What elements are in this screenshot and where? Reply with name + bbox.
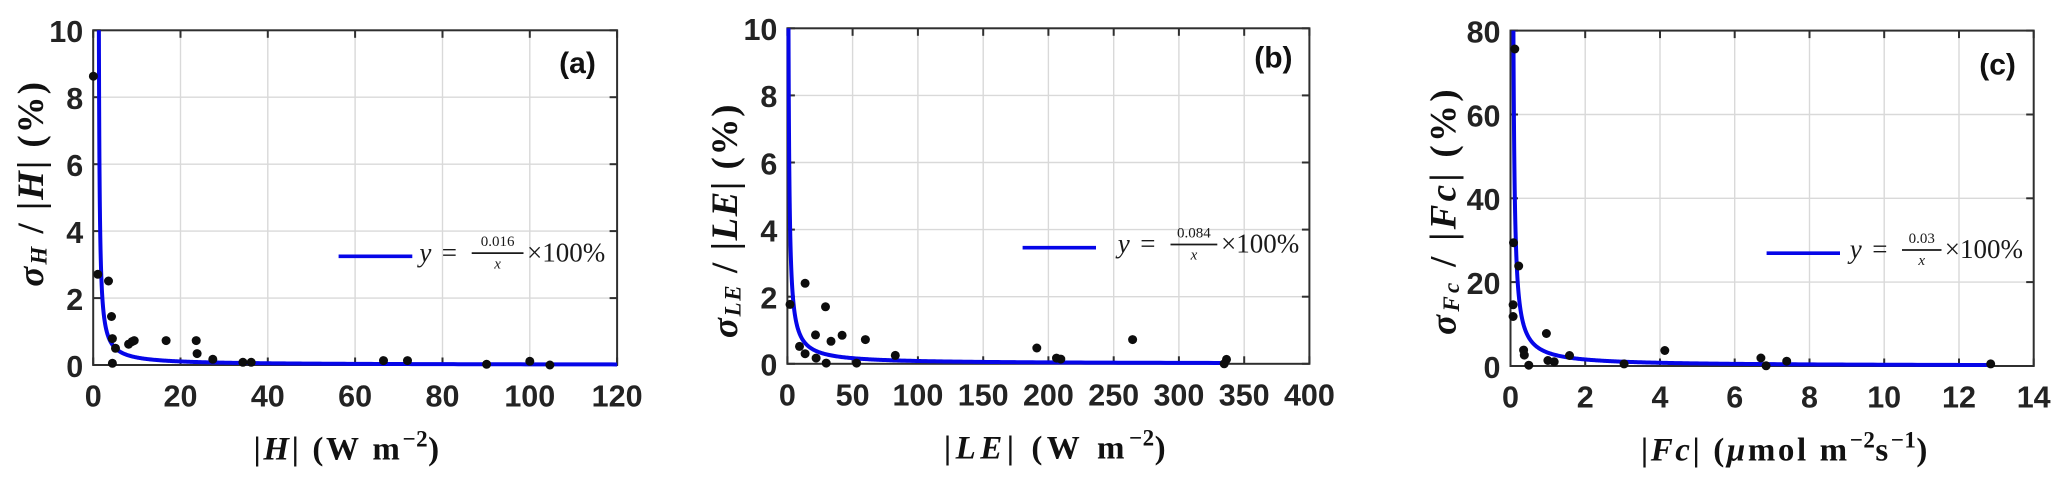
svg-text:6: 6: [760, 147, 777, 181]
svg-text:4: 4: [66, 216, 83, 250]
svg-text:x: x: [493, 256, 501, 272]
svg-text:|H| (W m−2): |H| (W m−2): [253, 427, 441, 468]
svg-text:100: 100: [892, 378, 943, 412]
svg-text:|LE| (W m−2): |LE| (W m−2): [944, 425, 1170, 466]
svg-text:y: y: [1115, 229, 1130, 259]
svg-text:60: 60: [1467, 99, 1501, 133]
svg-text:x: x: [1190, 248, 1198, 264]
svg-text:(b): (b): [1254, 42, 1292, 75]
svg-text:4: 4: [760, 214, 777, 248]
svg-text:×100%: ×100%: [1221, 229, 1299, 259]
svg-text:σLE / |LE| (%): σLE / |LE| (%): [705, 103, 746, 338]
svg-text:8: 8: [1801, 381, 1818, 415]
svg-text:200: 200: [1023, 378, 1074, 412]
svg-text:8: 8: [760, 80, 777, 114]
svg-text:100: 100: [504, 380, 555, 414]
svg-text:250: 250: [1088, 378, 1139, 412]
svg-text:x: x: [1917, 253, 1925, 269]
svg-text:50: 50: [836, 378, 870, 412]
svg-text:σFc / |Fc| (%): σFc / |Fc| (%): [1424, 86, 1465, 335]
svg-text:10: 10: [743, 13, 777, 47]
svg-text:σH / |H| (%): σH / |H| (%): [11, 80, 52, 287]
svg-text:0: 0: [66, 350, 83, 384]
svg-text:0: 0: [85, 380, 102, 414]
svg-text:0: 0: [779, 378, 796, 412]
svg-text:8: 8: [66, 82, 83, 116]
svg-text:2: 2: [760, 282, 777, 316]
svg-text:2: 2: [66, 283, 83, 317]
svg-text:120: 120: [592, 380, 643, 414]
svg-text:y: y: [1847, 234, 1862, 264]
svg-text:40: 40: [251, 380, 285, 414]
svg-text:80: 80: [426, 380, 460, 414]
svg-text:20: 20: [164, 380, 198, 414]
svg-text:×100%: ×100%: [527, 237, 605, 267]
svg-text:=: =: [442, 237, 457, 267]
svg-text:=: =: [1140, 229, 1155, 259]
svg-text:6: 6: [1726, 381, 1743, 415]
svg-text:80: 80: [1467, 15, 1501, 49]
svg-text:y: y: [416, 237, 431, 267]
svg-text:150: 150: [958, 378, 1009, 412]
svg-text:2: 2: [1577, 381, 1594, 415]
svg-text:350: 350: [1219, 378, 1270, 412]
svg-text:300: 300: [1153, 378, 1204, 412]
svg-text:40: 40: [1467, 183, 1501, 217]
svg-text:0: 0: [1502, 381, 1519, 415]
svg-text:400: 400: [1284, 378, 1335, 412]
svg-text:0.03: 0.03: [1909, 231, 1935, 247]
svg-text:(a): (a): [559, 47, 596, 80]
svg-text:20: 20: [1467, 267, 1501, 301]
svg-text:|Fc| (μmol m−2s−1): |Fc| (μmol m−2s−1): [1641, 428, 1930, 469]
svg-text:0: 0: [1484, 351, 1501, 385]
svg-text:(c): (c): [1979, 49, 2016, 82]
svg-text:10: 10: [1867, 381, 1901, 415]
svg-text:4: 4: [1652, 381, 1669, 415]
svg-text:6: 6: [66, 149, 83, 183]
svg-text:0: 0: [760, 349, 777, 383]
svg-text:×100%: ×100%: [1945, 234, 2023, 264]
svg-text:14: 14: [2017, 381, 2051, 415]
svg-text:=: =: [1872, 234, 1887, 264]
svg-text:0.084: 0.084: [1177, 226, 1211, 242]
svg-text:10: 10: [49, 15, 83, 49]
svg-text:12: 12: [1942, 381, 1976, 415]
svg-text:0.016: 0.016: [481, 234, 515, 250]
svg-text:60: 60: [338, 380, 372, 414]
